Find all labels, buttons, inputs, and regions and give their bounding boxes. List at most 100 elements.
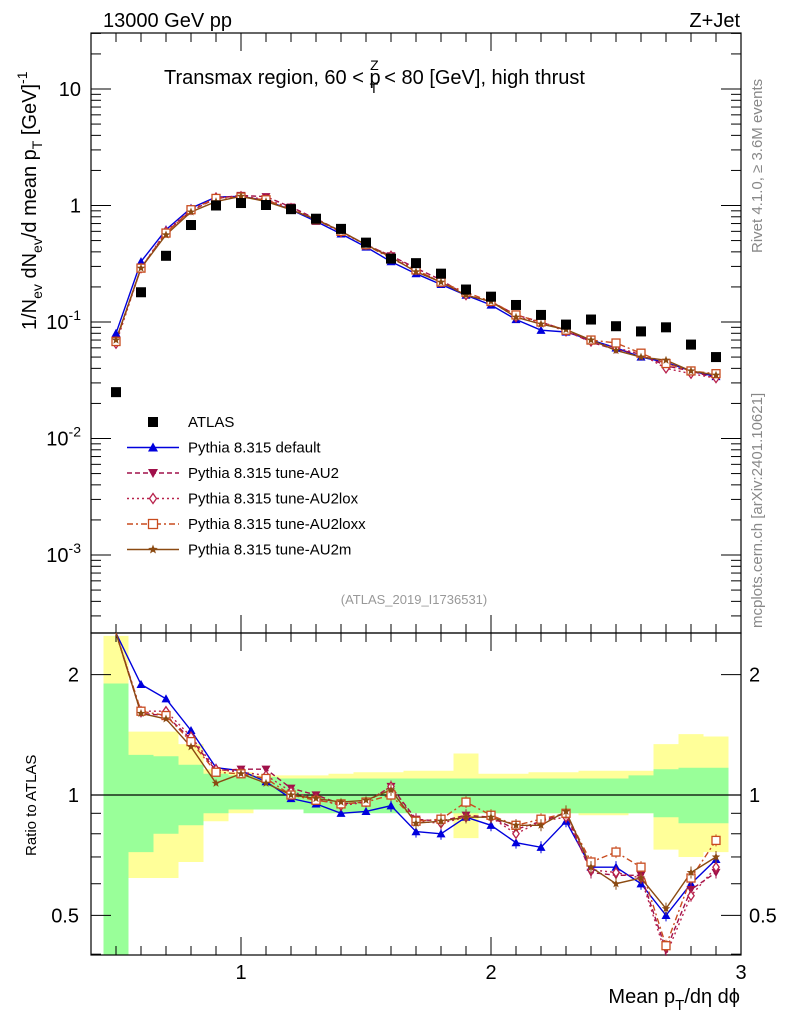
ratio-point	[261, 778, 271, 787]
ratio-point	[386, 785, 396, 794]
y-tick-label-ratio: 0.5	[51, 905, 79, 927]
main-point	[136, 257, 146, 266]
legend-marker	[148, 492, 158, 505]
series-lines	[115, 194, 717, 958]
ratio-point	[611, 847, 621, 857]
ratio-point	[211, 767, 221, 777]
main-point	[111, 335, 121, 344]
ratio-point	[561, 806, 571, 816]
header-right: Z+Jet	[689, 10, 740, 32]
ratio-point	[411, 818, 421, 827]
ratio-point	[711, 852, 721, 861]
ratio-point	[536, 842, 546, 851]
legend-entry: ATLAS	[148, 414, 234, 431]
series-line-main	[115, 194, 717, 379]
ratio-point	[461, 812, 471, 821]
ratio-point	[611, 879, 621, 888]
atlas-point	[161, 250, 171, 261]
main-point	[611, 345, 621, 355]
y-tick-label-main: 1	[70, 196, 81, 218]
legend-marker	[148, 442, 158, 452]
main-point	[661, 355, 671, 364]
legend-entry: Pythia 8.315 tune-AU2	[127, 465, 339, 482]
main-point	[711, 370, 721, 379]
legend-label: Pythia 8.315 tune-AU2	[188, 465, 339, 482]
y-tick-label-main: 10	[59, 79, 81, 101]
legend-marker	[148, 544, 158, 554]
ratio-point	[661, 941, 671, 951]
ratio-point	[636, 873, 646, 882]
ratio-point	[686, 868, 696, 877]
ratio-point	[436, 829, 446, 838]
ratio-point	[711, 835, 721, 846]
ratio-point	[511, 838, 521, 847]
ratio-point	[687, 890, 695, 902]
x-tick-label: 3	[735, 962, 746, 984]
ratio-point	[236, 769, 246, 778]
ratio-point	[636, 862, 646, 872]
legend-marker	[148, 469, 158, 478]
atlas-point	[411, 258, 421, 269]
main-point	[186, 207, 196, 216]
atlas-point	[586, 314, 596, 325]
legend-label: Pythia 8.315 tune-AU2lox	[188, 491, 359, 508]
ratio-point	[361, 806, 371, 815]
axis-ticks: 10 1 10-1 10-2 10-3 2 1 0.5 2 1 0.5 1 2 3	[46, 32, 777, 984]
atlas-point	[211, 200, 221, 211]
main-point	[411, 267, 421, 276]
atlas-point	[436, 268, 446, 279]
ratio-point	[661, 910, 671, 920]
main-point	[686, 366, 696, 375]
ratio-point	[486, 812, 496, 821]
main-point	[636, 352, 646, 361]
atlas-point	[611, 321, 621, 332]
atlas-point	[361, 237, 371, 248]
atlas-point	[536, 309, 546, 320]
main-point	[436, 277, 446, 286]
legend-entry: Pythia 8.315 default	[127, 440, 321, 457]
plot-title: Transmax region, 60 < pTZ < 80 [GeV], hi…	[164, 57, 585, 96]
atlas-point	[661, 322, 671, 333]
ratio-point	[161, 694, 171, 703]
ratio-point	[586, 862, 596, 871]
x-axis-label: Mean pT/dη dϕ	[608, 986, 740, 1014]
atlas-point	[511, 299, 521, 310]
x-tick-label: 2	[485, 962, 496, 984]
atlas-point	[111, 387, 121, 398]
atlas-point	[236, 198, 246, 209]
legend-label: Pythia 8.315 tune-AU2loxx	[188, 516, 366, 533]
y-tick-label-main: 10-2	[46, 424, 81, 451]
ratio-point	[612, 866, 620, 879]
legend-entry: Pythia 8.315 tune-AU2lox	[127, 491, 359, 508]
legend-marker	[148, 417, 158, 427]
ratio-point	[536, 820, 546, 829]
ratio-point	[386, 801, 396, 810]
y-tick-label-ratio: 2	[68, 665, 79, 687]
atlas-point	[711, 352, 721, 363]
ratio-point	[186, 742, 196, 751]
y-tick-label-ratio-right: 1	[749, 785, 760, 807]
ratio-point	[512, 828, 520, 840]
ratio-point	[336, 797, 346, 806]
y-axis-label-main: 1/Nev dNev/d mean pT [GeV]-1	[14, 71, 45, 330]
ratio-point	[336, 808, 346, 817]
main-point	[161, 230, 171, 239]
legend: ATLAS Pythia 8.315 default Pythia 8.315 tu…	[127, 414, 366, 559]
atlas-point	[486, 291, 496, 302]
atlas-point	[286, 204, 296, 215]
y-axis-label-ratio: Ratio to ATLAS	[23, 755, 40, 856]
series-line-main	[115, 196, 717, 375]
ratio-point	[211, 778, 221, 787]
main-point	[461, 290, 471, 299]
main-point	[586, 335, 596, 344]
atlas-point	[136, 287, 146, 298]
atlas-point	[636, 326, 646, 337]
ratio-point	[486, 820, 496, 829]
y-tick-label-ratio: 1	[68, 785, 79, 807]
atlas-point	[461, 284, 471, 295]
main-point	[111, 328, 121, 337]
main-point	[611, 338, 621, 348]
title-sub: T	[370, 80, 379, 96]
atlas-point	[386, 253, 396, 264]
